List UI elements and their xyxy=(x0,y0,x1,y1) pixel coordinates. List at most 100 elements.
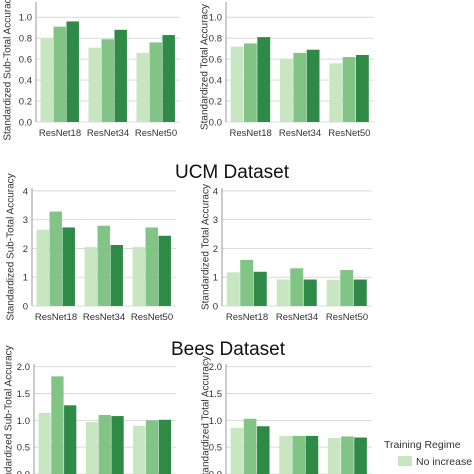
bar-top-left-ResNet34-s1 xyxy=(88,47,102,122)
y-tick-label-bees-right: 0.5 xyxy=(209,443,222,454)
y-tick-label-bees-left: 2.0 xyxy=(17,362,30,373)
bar-bees-right-ResNet18-s1 xyxy=(230,427,244,474)
bar-top-left-ResNet18-s3 xyxy=(66,21,79,122)
legend-swatch-no-increase xyxy=(398,456,412,466)
bar-bees-left-ResNet50-s2 xyxy=(145,420,159,474)
x-tick-label-ucm-left: ResNet50 xyxy=(131,312,173,323)
bar-ucm-right-ResNet18-s1 xyxy=(226,272,240,306)
bar-top-right-ResNet50-s3 xyxy=(355,54,369,123)
y-tick-label-ucm-left: 4 xyxy=(23,186,28,197)
bar-top-left-ResNet50-s2 xyxy=(149,42,162,122)
y-tick-label-top-left: 0.0 xyxy=(19,118,32,129)
bar-bees-left-ResNet50-s1 xyxy=(133,425,146,474)
bar-ucm-right-ResNet50-s1 xyxy=(326,279,340,306)
bar-ucm-right-ResNet34-s1 xyxy=(276,279,290,306)
bar-top-right-ResNet18-s3 xyxy=(257,37,271,123)
x-tick-label-ucm-left: ResNet34 xyxy=(83,312,125,323)
y-tick-label-bees-right: 2.0 xyxy=(209,362,222,373)
bar-top-left-ResNet50-s3 xyxy=(162,35,175,122)
y-tick-label-bees-right: 1.0 xyxy=(209,416,222,427)
y-tick-label-top-right: 0.8 xyxy=(209,34,222,45)
x-tick-label-top-left: ResNet34 xyxy=(87,128,129,139)
bar-top-left-ResNet34-s3 xyxy=(114,29,127,122)
x-tick-label-ucm-right: ResNet50 xyxy=(326,312,368,323)
bar-bees-left-ResNet34-s3 xyxy=(111,416,124,474)
bar-ucm-right-ResNet34-s2 xyxy=(290,268,304,306)
bar-ucm-left-ResNet50-s1 xyxy=(132,247,146,306)
y-tick-label-top-right: 0.2 xyxy=(209,97,222,108)
bar-bees-left-ResNet18-s2 xyxy=(51,376,64,474)
legend-label-no-increase: No increase xyxy=(416,456,472,468)
y-tick-label-bees-left: 0.0 xyxy=(17,470,30,474)
bar-ucm-left-ResNet18-s1 xyxy=(36,229,50,306)
bar-bees-left-ResNet34-s2 xyxy=(98,414,111,474)
bar-top-left-ResNet34-s2 xyxy=(101,39,114,122)
bar-top-right-ResNet50-s2 xyxy=(342,57,356,122)
chart-top-left: 0.0 0.2 0.4 0.6 0.8 1.0 Standardized Sub-Total… xyxy=(3,0,180,141)
bar-bees-right-ResNet18-s2 xyxy=(243,418,257,474)
bar-top-left-ResNet18-s1 xyxy=(40,38,54,122)
bar-bees-right-ResNet50-s1 xyxy=(327,438,341,474)
y-axis-label-bees-left: Standardized Sub-Total Accuracy xyxy=(4,345,15,474)
bar-ucm-right-ResNet18-s3 xyxy=(253,271,267,306)
bar-bees-right-ResNet34-s3 xyxy=(305,435,319,474)
y-tick-label-ucm-left: 3 xyxy=(23,215,28,226)
chart-ucm-left: 0 1 2 3 4 Standardized Sub-Total Accuracy ResN… xyxy=(6,173,176,323)
y-tick-label-top-left: 0.6 xyxy=(19,55,32,66)
y-tick-label-bees-right: 0.0 xyxy=(209,470,222,474)
bar-top-right-ResNet34-s2 xyxy=(293,52,307,122)
y-tick-label-ucm-right: 1 xyxy=(213,273,218,284)
y-tick-label-bees-left: 0.5 xyxy=(17,443,30,454)
x-tick-label-ucm-right: ResNet18 xyxy=(226,312,268,323)
bar-bees-right-ResNet50-s2 xyxy=(341,436,354,474)
y-tick-label-bees-left: 1.0 xyxy=(17,416,30,427)
legend: Training Regime No increase xyxy=(384,439,472,468)
y-tick-label-top-left: 0.2 xyxy=(19,97,32,108)
y-axis-label-top-left: Standardized Sub-Total Accuracy xyxy=(3,0,14,141)
bar-ucm-left-ResNet34-s2 xyxy=(97,225,110,306)
y-tick-label-ucm-right: 3 xyxy=(213,215,218,226)
bar-top-right-ResNet18-s1 xyxy=(230,46,244,123)
bar-bees-right-ResNet34-s2 xyxy=(292,435,306,474)
bar-ucm-left-ResNet50-s2 xyxy=(145,227,158,306)
bar-bees-left-ResNet18-s1 xyxy=(38,412,51,474)
y-tick-label-ucm-left: 2 xyxy=(23,244,28,255)
bar-top-right-ResNet50-s1 xyxy=(329,63,343,122)
y-tick-label-ucm-left: 1 xyxy=(23,273,28,284)
bar-ucm-right-ResNet50-s3 xyxy=(353,279,367,306)
bar-top-left-ResNet18-s2 xyxy=(53,26,66,123)
x-tick-label-top-right: ResNet18 xyxy=(230,128,272,139)
x-tick-label-top-left: ResNet18 xyxy=(39,128,81,139)
bar-ucm-left-ResNet50-s3 xyxy=(158,235,171,306)
x-tick-label-top-left: ResNet50 xyxy=(135,128,177,139)
bar-ucm-right-ResNet34-s3 xyxy=(303,279,317,306)
bar-ucm-right-ResNet50-s2 xyxy=(340,270,354,306)
bar-bees-right-ResNet50-s3 xyxy=(354,437,367,474)
y-tick-label-top-right: 0.0 xyxy=(209,118,222,129)
y-tick-label-top-right: 1.0 xyxy=(209,13,222,24)
y-tick-label-bees-left: 1.5 xyxy=(17,389,30,400)
x-tick-label-ucm-left: ResNet18 xyxy=(35,312,77,323)
y-axis-label-top-right: Standardized Total Accuracy xyxy=(200,4,211,130)
bar-ucm-left-ResNet34-s1 xyxy=(84,247,98,306)
y-axis-label-ucm-right: Standardized Total Accuracy xyxy=(201,184,212,310)
bar-bees-left-ResNet50-s3 xyxy=(158,419,172,474)
y-tick-label-bees-right: 1.5 xyxy=(209,389,222,400)
y-tick-label-top-right: 0.4 xyxy=(209,76,222,87)
bar-top-right-ResNet34-s3 xyxy=(306,49,320,122)
legend-title: Training Regime xyxy=(384,439,461,451)
bar-bees-right-ResNet34-s1 xyxy=(279,435,292,474)
x-tick-label-top-right: ResNet34 xyxy=(279,128,321,139)
bar-ucm-left-ResNet18-s2 xyxy=(49,211,62,306)
y-tick-label-top-left: 0.8 xyxy=(19,34,32,45)
bar-bees-left-ResNet34-s1 xyxy=(85,421,99,474)
y-axis-label-ucm-left: Standardized Sub-Total Accuracy xyxy=(6,173,17,320)
y-axis-label-bees-right: Standardized Total Accuracy xyxy=(201,356,212,474)
ucm-dataset-title: UCM Dataset xyxy=(175,162,290,183)
